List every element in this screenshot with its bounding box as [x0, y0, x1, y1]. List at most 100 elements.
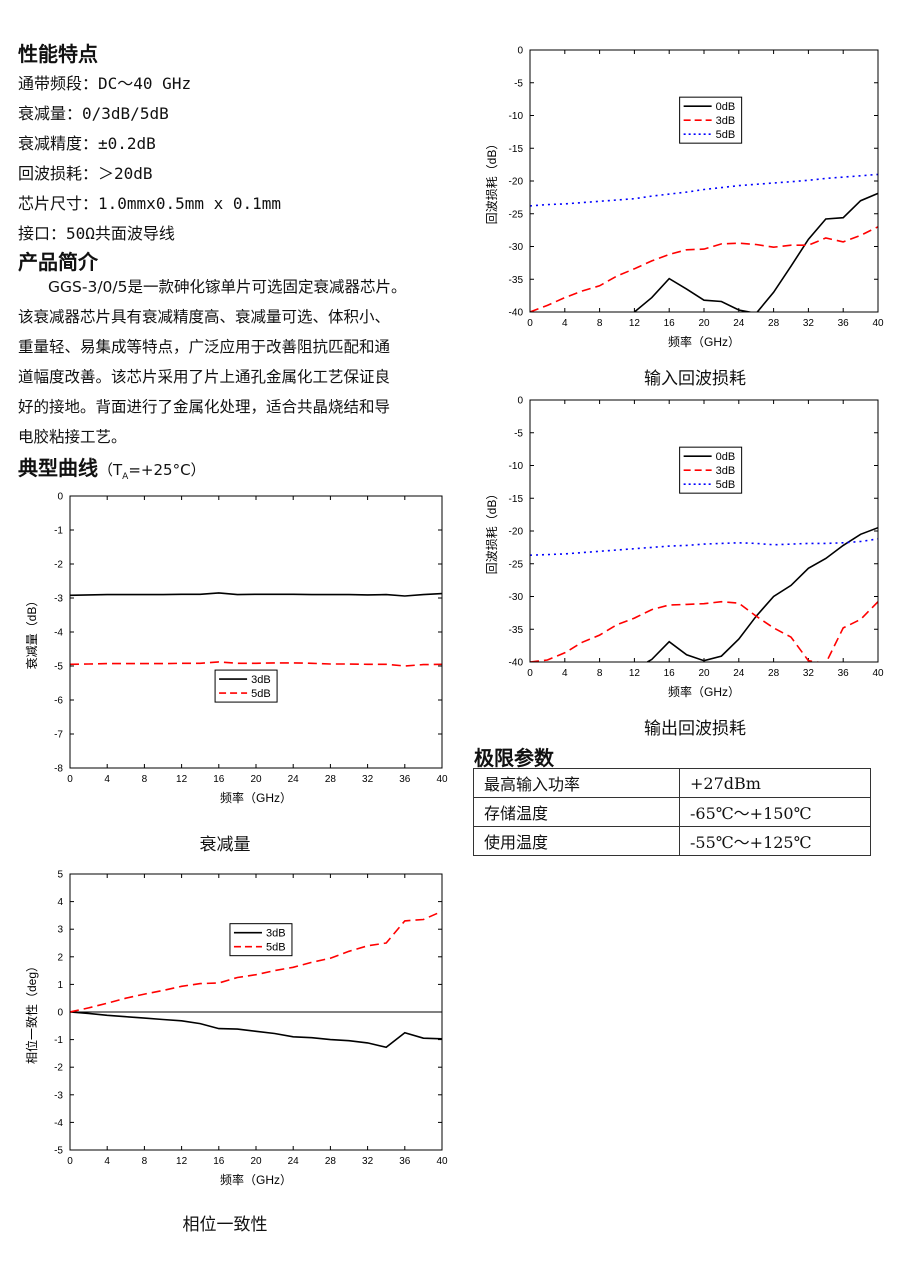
spec-value: 1.0mmx0.5mm x 0.1mm [98, 194, 282, 213]
limit-value: -55℃～+125℃ [679, 826, 871, 856]
y-tick-label: -3 [54, 1090, 63, 1101]
plot-frame [69, 495, 443, 769]
spec-value: 50Ω共面波导线 [66, 224, 175, 243]
legend-box [229, 923, 293, 957]
y-tick-label: -4 [54, 1118, 63, 1129]
limit-param: 使用温度 [473, 826, 680, 856]
y-tick-label: 3 [57, 925, 63, 936]
limits-heading: 极限参数 [474, 746, 554, 770]
series-line-5dB [70, 661, 442, 667]
limit-param: 最高输入功率 [473, 768, 680, 798]
y-tick-label: 0 [517, 396, 523, 407]
series-line-5dB [530, 538, 878, 556]
x-tick-label: 24 [288, 774, 300, 785]
y-tick-label: 2 [57, 952, 63, 963]
cond-unit: °C） [172, 461, 206, 479]
intro-line: 道幅度改善。该芯片采用了片上通孔金属化工艺保证良 [18, 368, 391, 386]
y-tick-label: -1 [54, 1035, 63, 1046]
limits-table: 最高输入功率 +27dBm 存储温度 -65℃～+150℃ 使用温度 -55℃～… [473, 768, 871, 856]
legend-label-3dB: 3dB [716, 115, 736, 127]
intro-line: 电胶粘接工艺。 [18, 428, 127, 446]
series-line-3dB [70, 592, 442, 597]
y-tick-label: -2 [54, 560, 63, 571]
spec-label: 回波损耗： [18, 164, 99, 183]
intro-line: GGS-3/0/5是一款砷化镓单片可选固定衰减器芯片。 [48, 278, 407, 296]
input-return-loss-caption: 输入回波损耗 [644, 369, 746, 389]
y-tick-label: -15 [509, 144, 524, 155]
y-tick-label: 4 [57, 897, 63, 908]
spec-label: 芯片尺寸： [18, 194, 99, 213]
x-tick-label: 8 [597, 668, 603, 679]
table-row: 存储温度 -65℃～+150℃ [473, 797, 871, 827]
x-tick-label: 4 [562, 318, 568, 329]
x-tick-label: 16 [213, 1156, 225, 1167]
series-line-3dB [530, 600, 878, 662]
x-tick-label: 12 [629, 318, 641, 329]
curves-condition: （TA=+25°C） [98, 461, 206, 482]
cond-suffix: =+25 [128, 461, 173, 479]
y-tick-label: 0 [57, 1008, 63, 1019]
legend-label-0dB: 0dB [716, 451, 736, 463]
x-tick-label: 28 [325, 774, 337, 785]
y-tick-label: -5 [514, 428, 523, 439]
y-tick-label: 0 [517, 46, 523, 57]
x-tick-label: 28 [768, 668, 780, 679]
x-tick-label: 12 [176, 1156, 188, 1167]
spec-interface: 接口：50Ω共面波导线 [18, 220, 175, 244]
y-tick-label: -40 [509, 658, 524, 669]
x-tick-label: 12 [176, 774, 188, 785]
x-tick-label: 24 [733, 318, 745, 329]
y-tick-label: -20 [509, 177, 524, 188]
x-tick-label: 16 [664, 668, 676, 679]
y-tick-label: -8 [54, 764, 63, 775]
spec-return-loss: 回波损耗：＞20dB [18, 160, 153, 184]
legend-label-3dB: 3dB [716, 465, 736, 477]
cond-prefix: （T [98, 461, 123, 479]
x-tick-label: 4 [104, 774, 110, 785]
x-tick-label: 8 [142, 774, 148, 785]
x-tick-label: 24 [733, 668, 745, 679]
y-tick-label: -5 [514, 78, 523, 89]
attenuation-caption: 衰减量 [199, 835, 251, 855]
legend-label-5dB: 5dB [716, 479, 736, 491]
y-tick-label: -35 [509, 275, 524, 286]
x-tick-label: 20 [698, 668, 710, 679]
intro-line: 重量轻、易集成等特点，广泛应用于改善阻抗匹配和通 [18, 338, 391, 356]
x-tick-label: 40 [872, 318, 884, 329]
y-tick-label: -20 [509, 527, 524, 538]
x-tick-label: 28 [768, 318, 780, 329]
y-axis-label: 回波损耗（dB） [485, 488, 499, 575]
spec-label: 通带频段： [18, 74, 99, 93]
spec-value: ＞20dB [98, 164, 153, 183]
x-tick-label: 32 [362, 774, 374, 785]
phase-chart: 0 4 8 12 16 20 24 28 32 36 40543210-1-2-3-4-5频率（GH… [24, 870, 448, 1188]
spec-label: 接口： [18, 224, 67, 243]
plot-frame [529, 399, 879, 663]
x-tick-label: 32 [362, 1156, 374, 1167]
y-tick-label: 5 [57, 870, 63, 881]
x-tick-label: 20 [250, 1156, 262, 1167]
limit-value: -65℃～+150℃ [679, 797, 871, 827]
y-tick-label: -4 [54, 628, 63, 639]
attenuation-chart: 0 4 8 12 16 20 24 28 32 36 40 0 -1 -2 -3 -4 -5 -6 -7 -8 频率（G… [24, 492, 448, 806]
legend-label-5dB: 5dB [266, 942, 286, 954]
series-line-3dB [70, 1011, 442, 1049]
limit-param: 存储温度 [473, 797, 680, 827]
y-tick-label: -7 [54, 730, 63, 741]
y-tick-label: -10 [509, 461, 524, 472]
series-line-0dB [646, 526, 878, 662]
x-tick-label: 0 [67, 1156, 73, 1167]
x-tick-label: 0 [527, 318, 533, 329]
legend-label-3dB: 3dB [266, 928, 286, 940]
x-tick-label: 32 [803, 318, 815, 329]
x-tick-label: 36 [838, 318, 850, 329]
y-tick-label: -30 [509, 242, 524, 253]
y-tick-label: -5 [54, 662, 63, 673]
output-return-loss-caption: 输出回波损耗 [644, 719, 746, 739]
plot-frame [69, 873, 443, 1151]
spec-value: 0/3dB/5dB [82, 104, 169, 123]
input-return-loss-chart: 0 4 8 12 16 20 24 28 32 36 40 0 -5 -10 -15 -20 -25 -30 -35… [485, 46, 884, 350]
legend-box [214, 669, 278, 703]
table-row: 使用温度 -55℃～+125℃ [473, 826, 871, 856]
series-line-0dB [633, 192, 878, 312]
